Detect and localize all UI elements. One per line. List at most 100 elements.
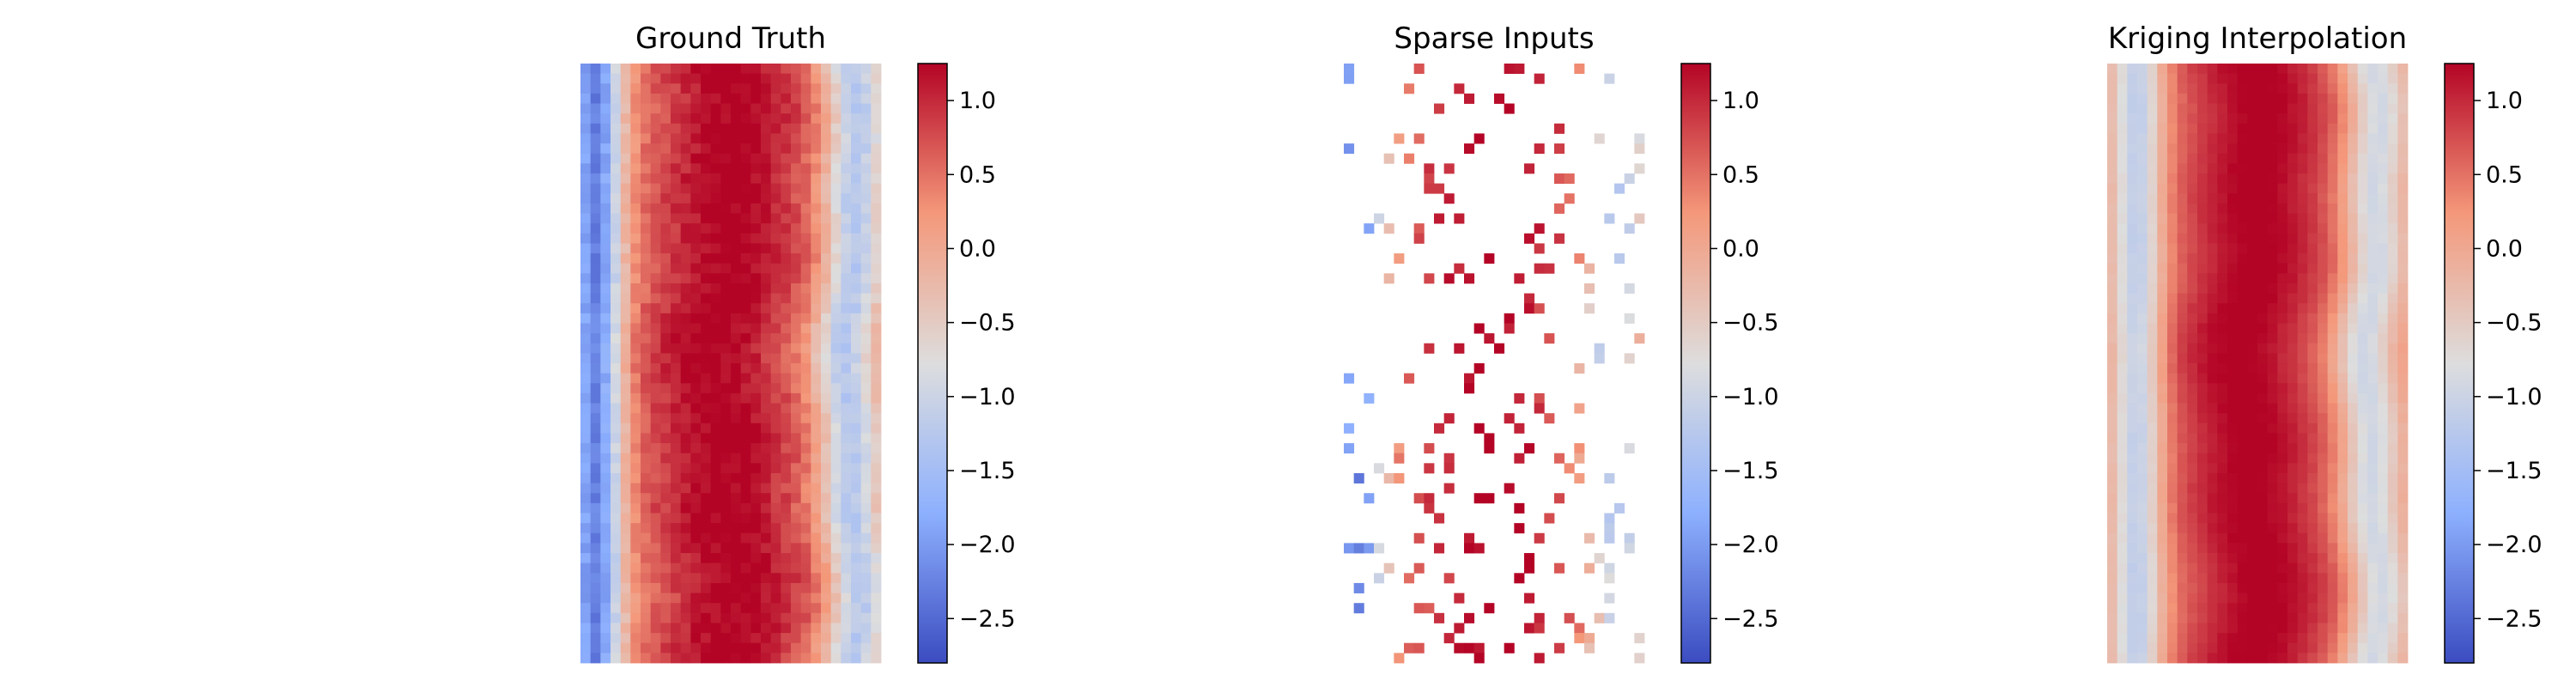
heatmap-cell xyxy=(580,103,592,114)
heatmap-cell xyxy=(710,593,721,604)
heatmap-cell xyxy=(800,562,811,574)
heatmap-cell xyxy=(690,562,702,574)
heatmap-cell xyxy=(2117,203,2128,214)
heatmap-cell xyxy=(600,383,611,394)
heatmap-cell xyxy=(871,293,882,304)
heatmap-cell xyxy=(740,163,751,174)
heatmap-cell xyxy=(720,293,732,304)
heatmap-cell xyxy=(1604,573,1615,584)
heatmap-cell xyxy=(590,143,601,155)
heatmap-cell xyxy=(2348,582,2359,593)
heatmap-cell xyxy=(2127,293,2138,304)
heatmap-cell xyxy=(2127,623,2138,634)
heatmap-cell xyxy=(2367,283,2379,294)
heatmap-cell xyxy=(821,472,832,483)
heatmap-cell xyxy=(611,313,622,324)
heatmap-cell xyxy=(2277,333,2288,344)
heatmap-cell xyxy=(731,123,742,134)
heatmap-cell xyxy=(821,283,832,294)
colorbar-tick-label: −0.5 xyxy=(1722,310,1779,337)
heatmap-cell xyxy=(580,612,592,623)
heatmap-cell xyxy=(690,153,702,164)
heatmap-cell xyxy=(2227,213,2239,224)
heatmap-cell xyxy=(590,532,601,544)
heatmap-cell xyxy=(701,653,712,664)
heatmap-cell xyxy=(2147,273,2158,284)
heatmap-cell xyxy=(2227,373,2239,384)
heatmap-cell xyxy=(2277,303,2288,314)
colorbar-tick-label: −2.5 xyxy=(1722,605,1779,632)
heatmap-cell xyxy=(2348,93,2359,104)
heatmap-cell xyxy=(710,323,721,334)
heatmap-cell xyxy=(2117,483,2128,494)
heatmap-cell xyxy=(841,483,852,494)
heatmap-cell xyxy=(821,562,832,574)
heatmap-cell xyxy=(1404,83,1415,94)
heatmap-cell xyxy=(851,313,862,324)
heatmap-cell xyxy=(620,423,631,434)
heatmap-cell xyxy=(2157,383,2168,394)
heatmap-cell xyxy=(750,543,762,554)
heatmap-cell xyxy=(821,633,832,644)
heatmap-cell xyxy=(600,173,611,184)
heatmap-cell xyxy=(860,653,872,664)
heatmap-cell xyxy=(710,64,721,75)
heatmap-cell xyxy=(620,343,631,354)
heatmap-cell xyxy=(650,283,661,294)
heatmap-cell xyxy=(2217,233,2228,244)
heatmap-cell xyxy=(770,413,781,424)
heatmap-cell xyxy=(2357,163,2368,174)
heatmap-cell xyxy=(821,593,832,604)
heatmap-cell xyxy=(710,483,721,494)
heatmap-cell xyxy=(2187,243,2198,254)
heatmap-cell xyxy=(731,93,742,104)
heatmap-cell xyxy=(860,413,872,424)
heatmap-cell xyxy=(611,443,622,454)
heatmap-cell xyxy=(2257,243,2269,254)
heatmap-cell xyxy=(2378,303,2389,314)
heatmap-cell xyxy=(731,233,742,244)
heatmap-cell xyxy=(2348,343,2359,354)
heatmap-cell xyxy=(2137,653,2148,664)
heatmap-cell xyxy=(2117,333,2128,344)
heatmap-cell xyxy=(2247,193,2258,204)
heatmap-cell xyxy=(1534,73,1545,84)
heatmap-cell xyxy=(1534,263,1545,274)
heatmap-cell xyxy=(781,293,792,304)
heatmap-cell xyxy=(2348,653,2359,664)
heatmap-cell xyxy=(2327,353,2338,364)
heatmap-cell xyxy=(671,392,682,404)
heatmap-cell xyxy=(830,203,841,214)
heatmap-cell xyxy=(2397,593,2409,604)
heatmap-cell xyxy=(2337,273,2348,284)
heatmap-cell xyxy=(671,123,682,134)
heatmap-cell xyxy=(2137,64,2148,75)
heatmap-cell xyxy=(830,582,841,593)
heatmap-cell xyxy=(2397,283,2409,294)
heatmap-cell xyxy=(2127,413,2138,424)
heatmap-cell xyxy=(690,163,702,174)
heatmap-cell xyxy=(2337,603,2348,614)
heatmap-cell xyxy=(671,353,682,364)
heatmap-cell xyxy=(1634,213,1645,224)
heatmap-cell xyxy=(1374,543,1385,554)
heatmap-cell xyxy=(811,153,822,164)
heatmap-cell xyxy=(2107,403,2118,414)
heatmap-cell xyxy=(811,263,822,274)
heatmap-cell xyxy=(2267,253,2278,264)
heatmap-cell xyxy=(1353,582,1364,593)
heatmap-cell xyxy=(2297,433,2308,444)
heatmap-cell xyxy=(2387,543,2398,554)
heatmap-cell xyxy=(2297,213,2308,224)
heatmap-cell xyxy=(2137,193,2148,204)
heatmap-cell xyxy=(600,593,611,604)
heatmap-cell xyxy=(2297,233,2308,244)
heatmap-cell xyxy=(2157,163,2168,174)
heatmap-cell xyxy=(851,183,862,194)
heatmap-cell xyxy=(800,343,811,354)
heatmap-cell xyxy=(731,343,742,354)
heatmap-cell xyxy=(630,553,641,564)
heatmap-cell xyxy=(2207,153,2218,164)
heatmap-cell xyxy=(1454,593,1465,604)
heatmap-cell xyxy=(2287,483,2299,494)
